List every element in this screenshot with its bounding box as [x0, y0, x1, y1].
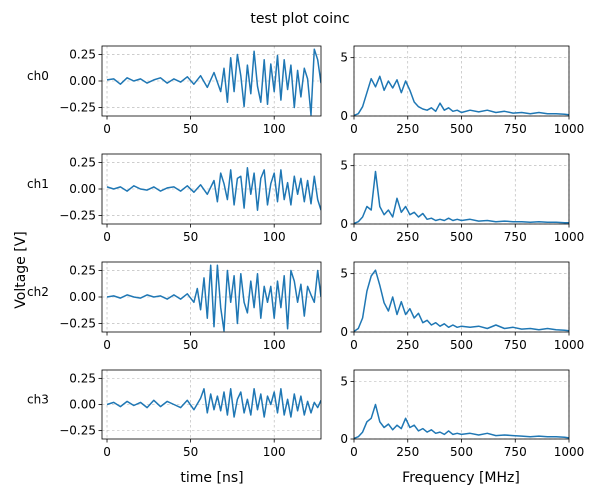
x-tick-label: 100 — [263, 445, 286, 459]
x-tick-label: 0 — [350, 445, 358, 459]
x-tick-label: 0 — [103, 122, 111, 136]
x-tick-label: 750 — [504, 230, 527, 244]
x-tick-label: 1000 — [554, 122, 585, 136]
x-tick-label: 50 — [183, 445, 198, 459]
channel-label-ch3: ch3 — [27, 393, 49, 407]
y-tick-label: −0.25 — [59, 209, 96, 223]
x-tick-label: 0 — [350, 230, 358, 244]
channel-label-ch0: ch0 — [27, 69, 49, 83]
ch3-time-series-line — [106, 388, 321, 418]
x-tick-label: 750 — [504, 445, 527, 459]
y-tick-label: 0.25 — [69, 371, 96, 385]
ch3-freq-panel: 0 250 500 750 1000 5 0 — [340, 369, 585, 459]
x-tick-label: 0 — [103, 230, 111, 244]
ch3-freq-series-line — [354, 403, 569, 439]
x-tick-label: 750 — [504, 338, 527, 352]
x-tick-label: 1000 — [554, 445, 585, 459]
y-tick-label: 5 — [340, 267, 348, 281]
figure-title: test plot coinc — [250, 11, 349, 27]
x-tick-label: 0 — [103, 445, 111, 459]
channel-label-ch1: ch1 — [27, 177, 49, 191]
y-tick-label: 0 — [340, 325, 348, 339]
x-tick-label: 250 — [396, 338, 419, 352]
x-axis-label-frequency: Frequency [MHz] — [402, 470, 520, 486]
ch1-freq-panel: 0 250 500 750 1000 5 0 — [340, 153, 585, 244]
y-tick-label: 5 — [340, 375, 348, 389]
y-tick-label: −0.25 — [59, 317, 96, 331]
x-axis-label-time: time [ns] — [180, 470, 243, 486]
ch2-time-panel: 0 50 100 0.25 0.00 −0.25 ch2 — [27, 261, 322, 352]
x-tick-label: 250 — [396, 230, 419, 244]
ch0-freq-panel: 0 250 500 750 1000 5 0 — [340, 45, 585, 136]
y-tick-label: 0 — [340, 109, 348, 123]
x-tick-label: 100 — [263, 122, 286, 136]
ch0-time-series-line — [106, 48, 321, 116]
x-tick-label: 0 — [103, 338, 111, 352]
y-tick-label: 5 — [340, 51, 348, 65]
y-tick-label: 0.00 — [69, 290, 96, 304]
y-axis-label: Voltage [V] — [13, 231, 29, 308]
y-tick-label: 0.25 — [69, 155, 96, 169]
ch1-freq-series-line — [354, 170, 569, 224]
x-tick-label: 50 — [183, 338, 198, 352]
x-tick-label: 750 — [504, 122, 527, 136]
y-tick-label: 0.25 — [69, 47, 96, 61]
ch2-time-series-line — [106, 264, 321, 332]
x-tick-label: 0 — [350, 122, 358, 136]
ch2-freq-series-line — [354, 269, 569, 332]
x-tick-label: 0 — [350, 338, 358, 352]
channel-label-ch2: ch2 — [27, 285, 49, 299]
ch0-time-panel: 0 50 100 0.25 0.00 −0.25 ch0 — [27, 45, 322, 136]
y-tick-label: 0.00 — [69, 398, 96, 412]
ch0-freq-series-line — [354, 75, 569, 116]
x-tick-label: 100 — [263, 230, 286, 244]
x-tick-label: 1000 — [554, 230, 585, 244]
y-tick-label: 0 — [340, 432, 348, 446]
x-tick-label: 500 — [450, 230, 473, 244]
ch1-time-series-line — [106, 167, 321, 211]
x-tick-label: 500 — [450, 338, 473, 352]
y-tick-label: 0 — [340, 217, 348, 231]
ch2-freq-panel: 0 250 500 750 1000 5 0 — [340, 261, 585, 352]
y-tick-label: 0.00 — [69, 182, 96, 196]
x-tick-label: 50 — [183, 230, 198, 244]
x-tick-label: 50 — [183, 122, 198, 136]
x-tick-label: 1000 — [554, 338, 585, 352]
x-tick-label: 250 — [396, 122, 419, 136]
x-tick-label: 500 — [450, 445, 473, 459]
y-tick-label: 0.25 — [69, 263, 96, 277]
y-tick-label: −0.25 — [59, 101, 96, 115]
x-tick-label: 100 — [263, 338, 286, 352]
y-tick-label: 0.00 — [69, 74, 96, 88]
y-tick-label: −0.25 — [59, 424, 96, 438]
y-tick-label: 5 — [340, 159, 348, 173]
ch1-time-panel: 0 50 100 0.25 0.00 −0.25 ch1 — [27, 153, 322, 244]
ch3-time-panel: 0 50 100 0.25 0.00 −0.25 ch3 — [27, 369, 322, 459]
x-tick-label: 500 — [450, 122, 473, 136]
x-tick-label: 250 — [396, 445, 419, 459]
